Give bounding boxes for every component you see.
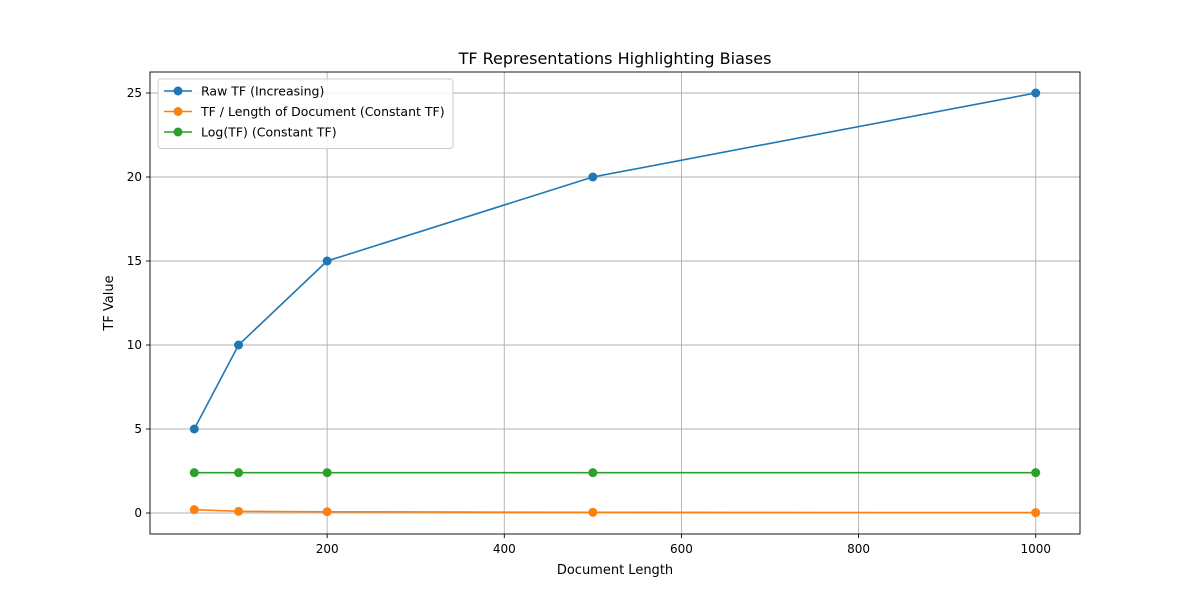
x-tick-label: 1000 [1020, 542, 1051, 556]
legend-marker-swatch [173, 86, 183, 96]
data-point [189, 424, 199, 434]
data-point [234, 468, 244, 478]
legend-label: TF / Length of Document (Constant TF) [200, 104, 445, 119]
data-point [322, 507, 332, 517]
data-point [234, 340, 244, 350]
x-tick-label: 600 [670, 542, 693, 556]
data-point [234, 506, 244, 516]
data-point [322, 256, 332, 266]
y-tick-label: 0 [134, 506, 142, 520]
legend-box [157, 78, 454, 149]
y-tick-label: 25 [127, 86, 142, 100]
x-tick-label: 800 [847, 542, 870, 556]
data-point [588, 507, 598, 517]
legend-marker-swatch [173, 127, 183, 137]
y-tick-label: 5 [134, 422, 142, 436]
data-point [1031, 88, 1041, 98]
x-tick-label: 200 [316, 542, 339, 556]
legend-label: Raw TF (Increasing) [201, 84, 324, 99]
y-axis-label: TF Value [102, 275, 117, 331]
series-line [194, 508, 1036, 514]
data-point [588, 468, 598, 478]
y-tick-label: 20 [127, 170, 142, 184]
x-tick-label: 400 [493, 542, 516, 556]
legend-item: TF / Length of Document (Constant TF) [164, 104, 445, 119]
tick-layer: 200 400 600 800 1000 0 5 10 15 20 25 [127, 86, 1051, 556]
series-1 [189, 88, 1041, 434]
chart-title: TF Representations Highlighting Biases [458, 49, 772, 68]
legend-label: Log(TF) (Constant TF) [201, 125, 337, 140]
legend: Raw TF (Increasing) TF / Length of Docume… [157, 78, 454, 149]
legend-item: Raw TF (Increasing) [164, 84, 324, 99]
series-3 [189, 468, 1041, 478]
data-point [322, 468, 332, 478]
y-tick-label: 15 [127, 254, 142, 268]
y-tick-label: 10 [127, 338, 142, 352]
series-2 [189, 505, 1041, 518]
data-point [1031, 468, 1041, 478]
x-axis-label: Document Length [557, 563, 673, 578]
data-point [588, 172, 598, 182]
plot-frame [149, 71, 1081, 535]
series-layer [189, 88, 1041, 518]
legend-item: Log(TF) (Constant TF) [164, 125, 337, 140]
data-point [189, 468, 199, 478]
data-point [189, 505, 199, 515]
legend-marker-swatch [173, 107, 183, 116]
data-point [1031, 508, 1041, 518]
